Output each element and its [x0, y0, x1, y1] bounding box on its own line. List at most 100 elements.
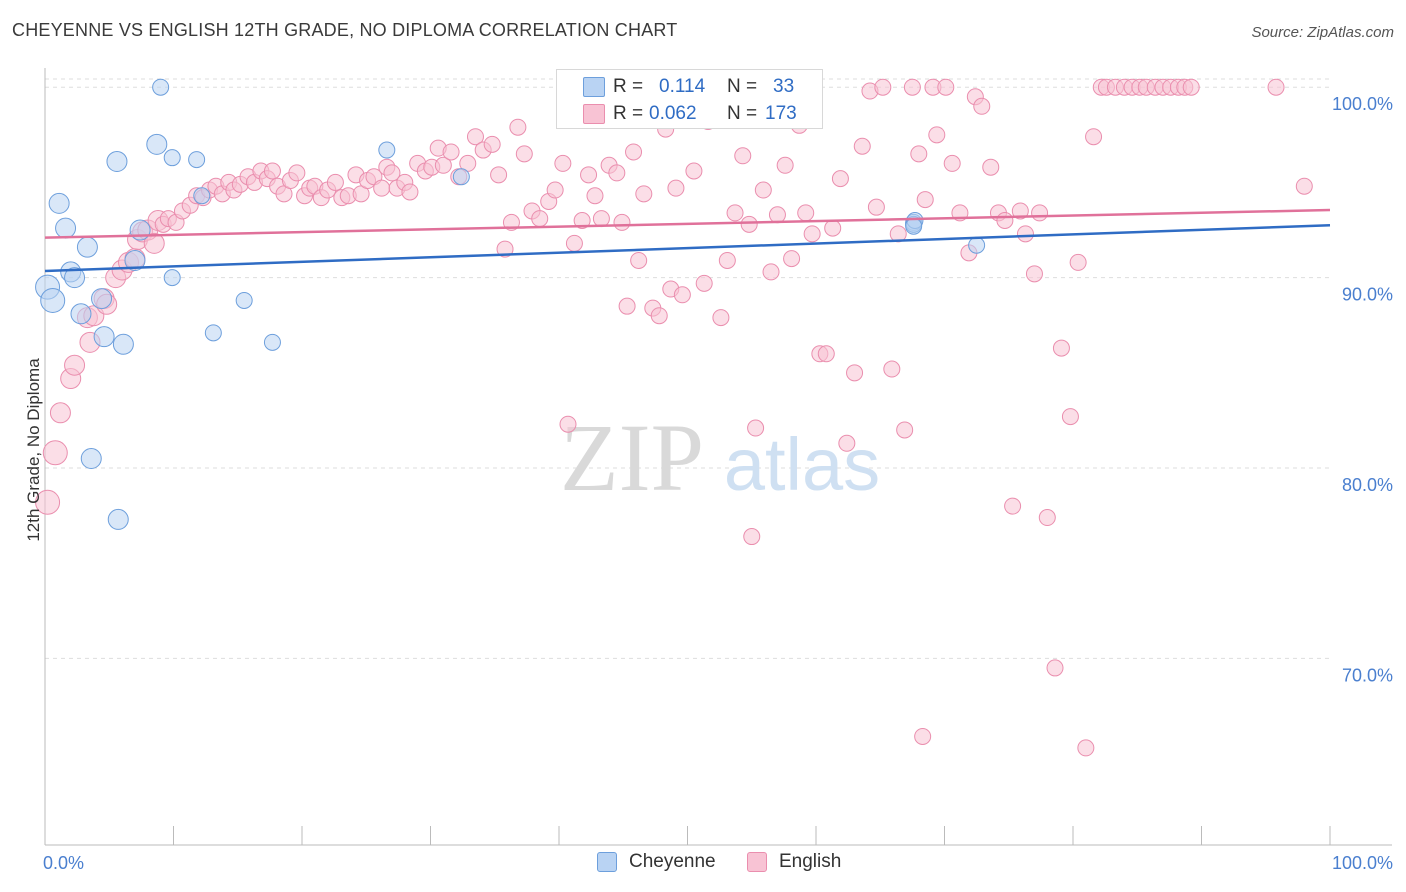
- cheyenne-point: [204, 324, 222, 342]
- legend-cheyenne-label: Cheyenne: [629, 851, 716, 872]
- english-point: [916, 191, 934, 209]
- english-point: [982, 158, 1000, 176]
- english-point: [783, 250, 801, 268]
- english-point: [554, 154, 572, 172]
- cheyenne-point: [163, 269, 181, 287]
- cheyenne-points: [35, 78, 986, 530]
- cheyenne-point: [93, 326, 115, 348]
- cheyenne-point: [152, 78, 170, 96]
- english-point: [288, 164, 306, 182]
- y-tick-label: 100.0%: [1332, 94, 1393, 114]
- cheyenne-n-value: 33: [773, 76, 795, 97]
- english-point: [1077, 739, 1095, 757]
- cheyenne-point: [80, 448, 102, 469]
- english-point: [910, 145, 928, 163]
- english-point: [613, 213, 631, 231]
- english-point: [776, 156, 794, 174]
- cheyenne-point: [188, 151, 206, 169]
- english-point: [559, 415, 577, 433]
- x-tick-label-min: 0.0%: [43, 853, 84, 873]
- english-point: [531, 210, 549, 228]
- english-point: [580, 166, 598, 184]
- cheyenne-point: [193, 187, 211, 205]
- english-point: [838, 434, 856, 452]
- source-label: Source: ZipAtlas.com: [1251, 24, 1394, 41]
- cheyenne-point: [40, 287, 66, 313]
- english-point: [42, 440, 68, 466]
- english-n-value: 173: [765, 103, 797, 124]
- english-r-value: 0.062: [649, 103, 697, 124]
- english-point: [383, 164, 401, 182]
- cheyenne-point: [378, 141, 396, 159]
- cheyenne-point: [905, 217, 923, 235]
- cheyenne-regression-line: [44, 224, 1331, 273]
- english-point: [49, 402, 71, 424]
- english-point: [586, 187, 604, 205]
- english-point: [565, 234, 583, 252]
- cheyenne-point: [163, 149, 181, 167]
- cheyenne-point: [76, 236, 98, 258]
- english-point: [803, 225, 821, 243]
- cheyenne-point: [124, 249, 146, 271]
- x-tick-label-max: 100.0%: [1332, 853, 1393, 873]
- legend-item-cheyenne[interactable]: Cheyenne: [597, 851, 716, 873]
- y-tick-label: 80.0%: [1342, 475, 1393, 495]
- english-point: [743, 528, 761, 546]
- english-regression-line: [44, 208, 1331, 239]
- y-tick-label: 70.0%: [1342, 665, 1393, 685]
- english-point: [509, 118, 527, 136]
- stats-legend-box: R = 0.114 N = 33 R = 0.062 N = 173: [556, 69, 823, 129]
- english-points: [35, 78, 1313, 757]
- english-point: [1085, 128, 1103, 146]
- english-point: [143, 232, 165, 254]
- english-point: [650, 307, 668, 325]
- english-point: [1004, 497, 1022, 515]
- english-point: [635, 185, 653, 203]
- english-point: [496, 240, 514, 258]
- english-point: [1016, 225, 1034, 243]
- cheyenne-point: [129, 219, 151, 241]
- chart-title: CHEYENNE VS ENGLISH 12TH GRADE, NO DIPLO…: [12, 20, 678, 40]
- tick-labels: 70.0% 80.0% 90.0% 100.0% 0.0% 100.0%: [43, 94, 1393, 873]
- english-point: [1046, 659, 1064, 677]
- english-point: [673, 286, 691, 304]
- cheyenne-point: [106, 150, 128, 172]
- cheyenne-swatch: [583, 77, 605, 97]
- english-point: [64, 354, 86, 376]
- y-axis-label-svg: 12th Grade, No Diploma: [24, 358, 43, 542]
- english-point: [883, 360, 901, 378]
- english-point: [1031, 204, 1049, 222]
- english-point: [442, 143, 460, 161]
- english-point: [1011, 202, 1029, 220]
- legend-item-english[interactable]: English: [747, 851, 841, 873]
- english-point: [928, 126, 946, 144]
- cheyenne-r-value: 0.114: [659, 76, 706, 97]
- english-point: [973, 97, 991, 115]
- english-point: [483, 135, 501, 153]
- english-point: [630, 251, 648, 269]
- english-point: [1267, 78, 1285, 96]
- english-point: [726, 204, 744, 222]
- watermark-atlas: atlas: [724, 423, 880, 506]
- english-point: [1052, 339, 1070, 357]
- cheyenne-point: [968, 236, 986, 254]
- english-point: [734, 147, 752, 165]
- legend-english-swatch: [747, 852, 767, 872]
- english-point: [401, 183, 419, 201]
- english-point: [263, 162, 281, 180]
- english-point: [762, 263, 780, 281]
- english-point: [874, 78, 892, 96]
- english-point: [896, 421, 914, 439]
- english-point: [937, 78, 955, 96]
- english-point: [326, 173, 344, 191]
- english-point: [1069, 253, 1087, 271]
- english-point: [1182, 78, 1200, 96]
- english-point: [1025, 265, 1043, 283]
- english-point: [817, 345, 835, 363]
- english-point: [747, 419, 765, 437]
- english-point: [618, 297, 636, 315]
- english-point: [943, 154, 961, 172]
- cheyenne-point: [263, 333, 281, 351]
- english-r-label: R =: [613, 103, 644, 124]
